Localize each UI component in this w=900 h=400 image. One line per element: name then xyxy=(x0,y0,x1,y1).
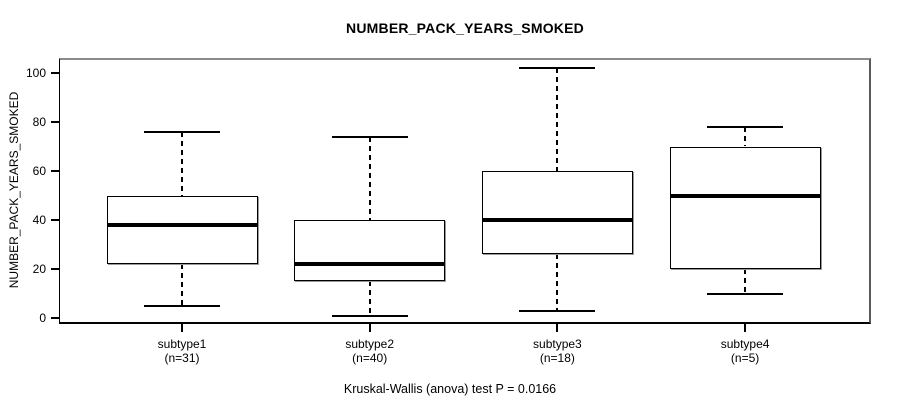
iqr-box xyxy=(481,171,633,255)
whisker-upper xyxy=(368,136,371,221)
group-name: subtype2 xyxy=(345,337,395,351)
group-n-count: (n=31) xyxy=(164,351,200,365)
y-axis-tick xyxy=(51,317,59,320)
x-axis-tick xyxy=(181,324,183,332)
x-axis-tick xyxy=(368,324,371,332)
y-axis-tick-label: 0 xyxy=(39,311,46,326)
whisker-cap-upper xyxy=(331,135,408,138)
x-axis-group-label: subtype3 (n=18) xyxy=(487,337,627,365)
y-axis-tick xyxy=(51,170,59,173)
y-axis-tick-label: 40 xyxy=(32,213,46,228)
y-axis-tick xyxy=(51,219,59,222)
y-axis-tick xyxy=(51,268,59,271)
chart-title: NUMBER_PACK_YEARS_SMOKED xyxy=(346,20,584,36)
median-line xyxy=(106,222,258,227)
whisker-upper xyxy=(744,126,747,147)
x-axis-group-label: subtype4 (n=5) xyxy=(675,337,815,365)
whisker-cap-lower xyxy=(331,314,408,317)
x-axis-group-label: subtype1 (n=31) xyxy=(112,337,252,365)
group-name: subtype4 xyxy=(720,337,770,351)
x-axis-tick xyxy=(556,324,559,332)
iqr-box xyxy=(106,195,258,265)
x-axis-tick xyxy=(744,324,747,332)
iqr-box xyxy=(294,220,446,282)
median-line xyxy=(481,218,633,223)
y-axis-tick xyxy=(51,71,59,74)
whisker-lower xyxy=(181,264,183,306)
group-name: subtype1 xyxy=(157,337,207,351)
whisker-upper xyxy=(181,131,183,196)
iqr-box xyxy=(669,146,821,270)
stat-test-caption: Kruskal-Wallis (anova) test P = 0.0166 xyxy=(343,382,557,396)
y-axis-tick-label: 60 xyxy=(32,164,46,179)
y-axis-tick-label: 80 xyxy=(32,114,46,129)
group-n-count: (n=5) xyxy=(730,351,760,365)
whisker-lower xyxy=(556,254,559,311)
median-line xyxy=(294,262,446,267)
group-n-count: (n=40) xyxy=(352,351,388,365)
group-name: subtype3 xyxy=(533,337,582,351)
y-axis-tick-label: 20 xyxy=(32,262,46,277)
group-n-count: (n=18) xyxy=(539,351,575,365)
whisker-cap-upper xyxy=(519,67,596,70)
x-axis-group-label: subtype2 (n=40) xyxy=(300,337,440,365)
whisker-cap-lower xyxy=(519,309,596,312)
median-line xyxy=(669,193,821,198)
whisker-upper xyxy=(556,68,559,171)
whisker-lower xyxy=(744,269,747,294)
y-axis-tick xyxy=(51,120,59,123)
whisker-cap-lower xyxy=(144,304,220,307)
whisker-cap-upper xyxy=(144,130,220,133)
whisker-cap-upper xyxy=(707,125,784,128)
y-axis-tick-label: 100 xyxy=(25,65,46,80)
whisker-lower xyxy=(368,281,371,316)
whisker-cap-lower xyxy=(707,292,784,295)
